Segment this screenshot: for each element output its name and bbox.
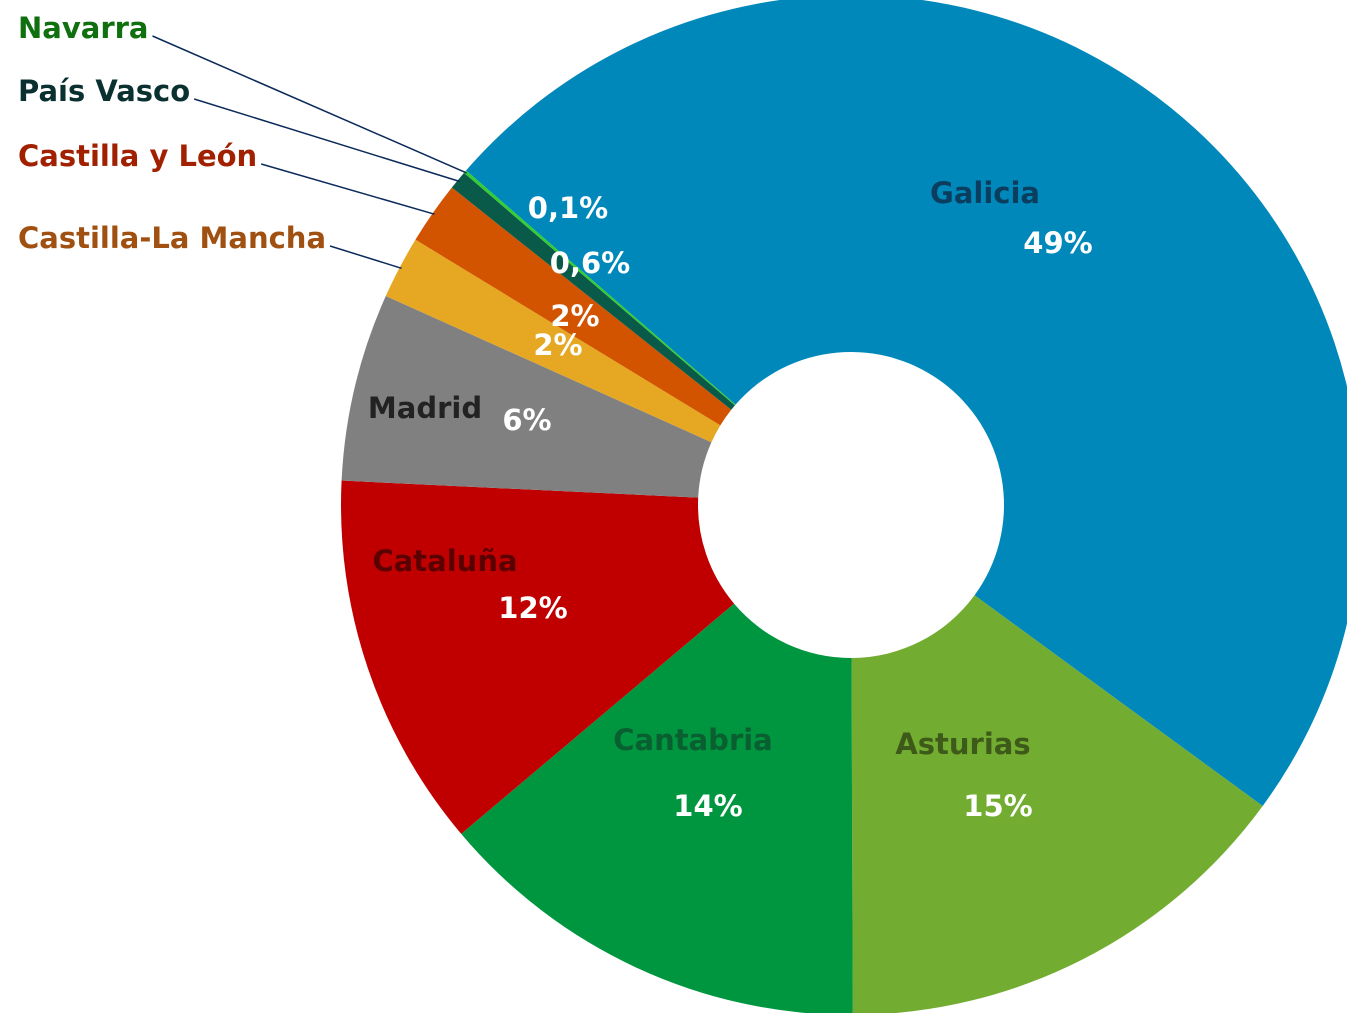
category-label: Navarra <box>18 11 149 45</box>
slice <box>461 603 853 1013</box>
value-label: 0,6% <box>550 246 630 280</box>
value-label: 2% <box>550 299 599 333</box>
slice <box>385 239 721 443</box>
value-label: 49% <box>1023 226 1092 260</box>
category-label: País Vasco <box>18 74 190 108</box>
value-label: 12% <box>498 591 567 625</box>
slice <box>464 170 736 406</box>
value-label: 2% <box>533 328 582 362</box>
leader-line <box>152 35 467 174</box>
slice <box>415 187 732 426</box>
slice <box>451 172 735 410</box>
slice <box>341 295 712 498</box>
value-label: 6% <box>502 403 551 437</box>
slice <box>340 480 735 834</box>
category-label: Asturias <box>895 727 1030 761</box>
category-label: Castilla y León <box>18 139 257 173</box>
slice <box>466 0 1347 807</box>
leader-line <box>329 245 402 270</box>
category-label: Madrid <box>368 391 482 425</box>
slice <box>851 595 1263 1013</box>
leader-line <box>260 163 435 215</box>
category-label: Cantabria <box>613 723 773 757</box>
category-label: Castilla-La Mancha <box>18 221 326 255</box>
value-label: 14% <box>673 789 742 823</box>
category-label: Galicia <box>930 176 1040 210</box>
value-label: 15% <box>963 789 1032 823</box>
value-label: 0,1% <box>528 191 608 225</box>
leader-line <box>193 98 460 183</box>
category-label: Cataluña <box>372 544 517 578</box>
